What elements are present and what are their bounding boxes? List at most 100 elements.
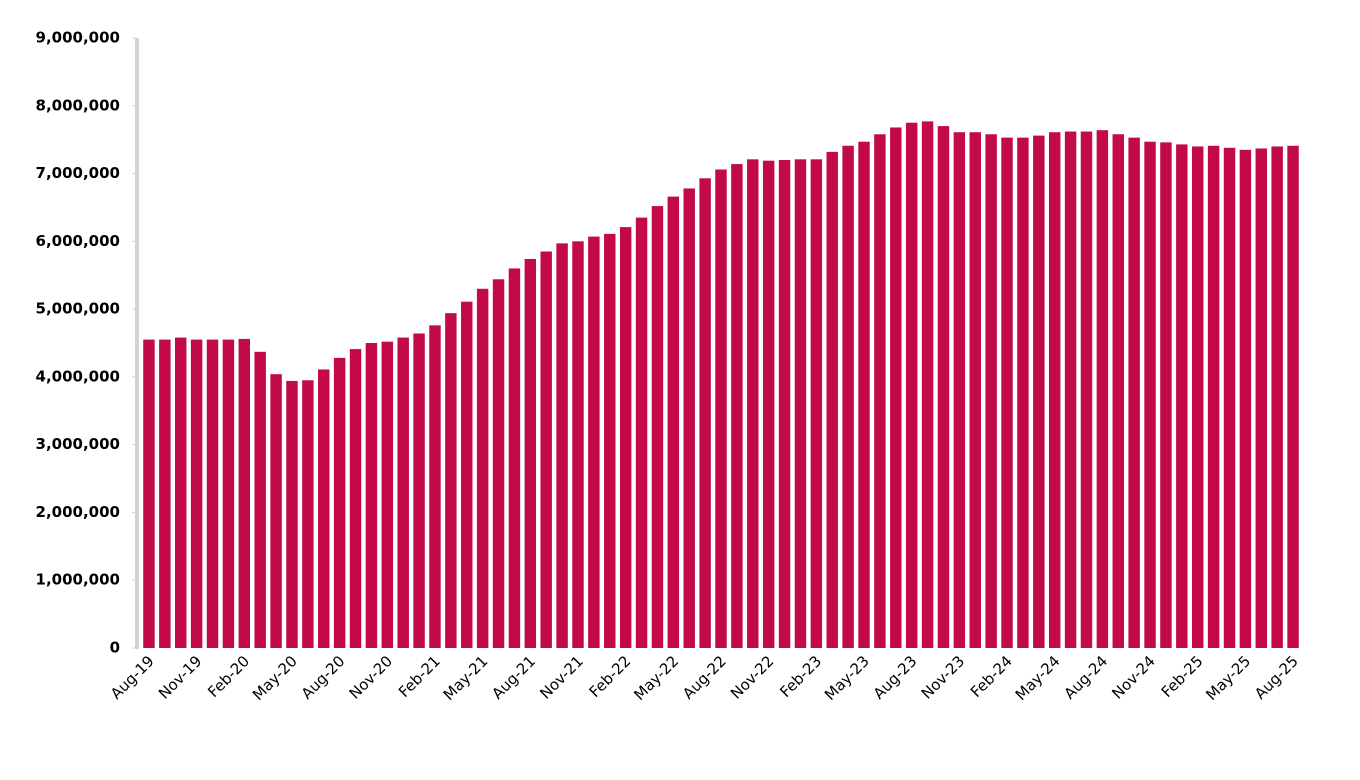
bar [508,268,521,648]
y-tick-label: 0 [110,639,120,657]
x-tick-label: Aug-19 [107,652,158,703]
bar [1112,134,1124,648]
bar [842,145,854,648]
bar [143,339,155,648]
bar [429,325,441,648]
bar [175,337,187,648]
bar [778,160,791,648]
bar [953,132,966,648]
bar [1160,142,1172,648]
bar [1144,141,1156,648]
y-tick-label: 5,000,000 [36,300,120,318]
bar [905,122,918,648]
x-tick-label: Feb-21 [395,652,444,701]
bar [1064,131,1077,649]
bar [445,313,457,648]
bar [572,241,584,649]
bar [524,258,537,648]
bar [302,380,314,648]
bar [715,169,727,648]
x-tick-label: Aug-22 [679,652,730,703]
bar [1255,148,1267,648]
bar [556,243,568,648]
x-tick-label: May-21 [440,652,492,704]
bar [588,236,600,649]
x-tick-label: May-24 [1012,652,1064,704]
bar [397,337,409,648]
bar [1207,145,1220,648]
bar [969,132,981,648]
bar [810,159,823,649]
bar [762,160,775,648]
bar [206,339,219,648]
bar [476,288,489,648]
x-tick-label: Aug-24 [1060,652,1111,703]
x-tick-label: Aug-21 [488,652,539,703]
bar [365,343,378,648]
bar [1080,131,1093,649]
bar [238,338,251,648]
bar [604,233,616,648]
bar [222,339,235,648]
bar [333,357,346,648]
x-tick-label: Aug-23 [870,652,921,703]
bar [381,341,394,648]
bar [1239,149,1252,649]
bar [1017,137,1029,648]
y-tick-label: 2,000,000 [36,503,120,521]
x-tick-label: Nov-19 [155,652,205,702]
bar [349,349,362,648]
bar [1271,146,1283,648]
bar [1191,146,1204,648]
y-tick-label: 6,000,000 [36,232,120,250]
bar [492,279,505,648]
x-tick-label: Nov-21 [536,652,586,702]
bar [826,151,838,648]
y-tick-label: 9,000,000 [36,29,120,47]
bar [635,217,648,648]
bar [874,134,886,648]
bar [1128,137,1140,648]
bar [985,134,997,648]
y-tick-label: 3,000,000 [36,435,120,453]
bar [1287,145,1299,648]
bar [254,351,266,648]
bar [858,141,870,648]
x-tick-label: Feb-25 [1158,652,1207,701]
y-tick-label: 1,000,000 [36,571,120,589]
bar [270,374,282,648]
bar [1001,137,1013,648]
x-tick-label: May-22 [630,652,682,704]
x-tick-label: Feb-20 [204,652,253,701]
y-tick-label: 7,000,000 [36,164,120,182]
x-tick-label: Nov-20 [346,652,396,702]
bar [1096,130,1109,648]
x-tick-label: Feb-22 [586,652,635,701]
bar [1048,132,1061,648]
bar [699,178,711,649]
y-tick-label: 8,000,000 [36,96,120,114]
bar [890,127,902,648]
x-tick-label: Nov-23 [918,652,968,702]
bar [937,126,950,649]
bar [619,227,632,648]
x-tick-label: Aug-25 [1251,652,1302,703]
bar [1033,135,1045,649]
bar [1176,144,1188,648]
y-tick-label: 4,000,000 [36,367,120,385]
bar [413,333,425,648]
bar [667,196,680,648]
x-tick-label: May-25 [1202,652,1254,704]
bar [190,339,203,648]
bar [651,206,664,649]
x-tick-label: Feb-23 [776,652,825,701]
bar [318,369,330,648]
bar [683,188,695,648]
x-tick-label: May-20 [249,652,301,704]
bar [540,251,552,648]
bar [286,380,298,648]
x-tick-label: Aug-20 [298,652,349,703]
x-tick-label: Nov-22 [727,652,777,702]
bar [921,121,934,648]
